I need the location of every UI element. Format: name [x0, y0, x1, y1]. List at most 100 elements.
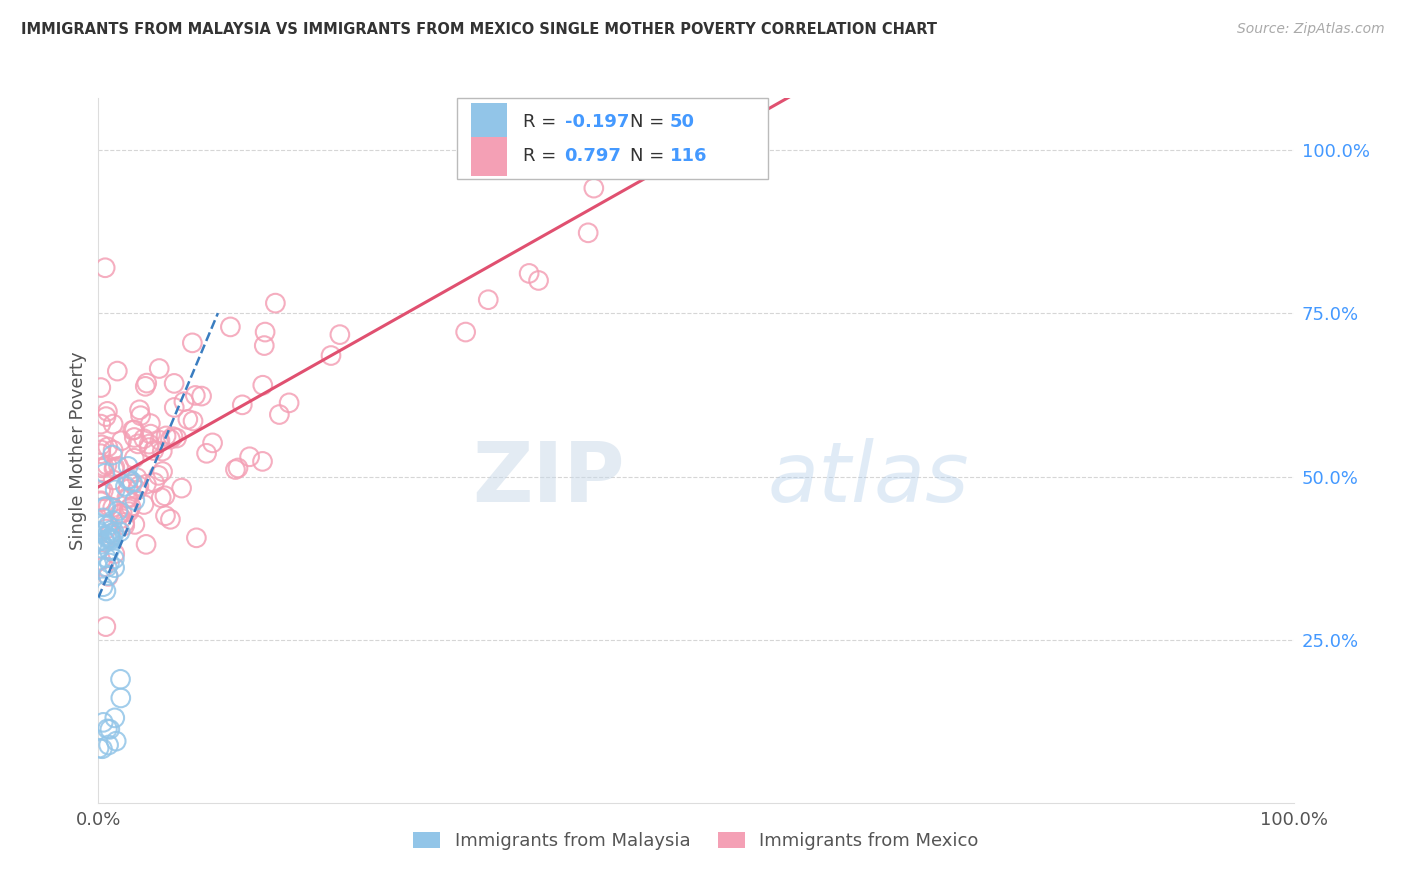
- Text: ZIP: ZIP: [472, 438, 624, 519]
- Point: [177, 412, 200, 426]
- Point: [108, 524, 131, 539]
- Point: [110, 673, 132, 687]
- Point: [114, 516, 136, 530]
- Point: [138, 437, 160, 451]
- Text: 50: 50: [669, 113, 695, 131]
- Point: [111, 511, 134, 525]
- Point: [254, 325, 277, 339]
- Point: [253, 338, 276, 352]
- Point: [139, 417, 162, 431]
- Point: [219, 319, 242, 334]
- Point: [143, 475, 166, 490]
- Point: [97, 532, 120, 546]
- Point: [103, 462, 125, 476]
- Point: [94, 260, 117, 275]
- Point: [103, 473, 125, 487]
- Point: [91, 483, 114, 498]
- Point: [166, 431, 188, 445]
- Text: Source: ZipAtlas.com: Source: ZipAtlas.com: [1237, 22, 1385, 37]
- Point: [97, 569, 120, 583]
- Point: [103, 528, 125, 542]
- Text: R =: R =: [523, 147, 561, 166]
- Point: [142, 443, 165, 458]
- Point: [477, 293, 499, 307]
- Point: [134, 379, 156, 393]
- Point: [186, 531, 208, 545]
- Point: [517, 267, 540, 281]
- Point: [239, 450, 262, 464]
- Point: [94, 467, 117, 481]
- Point: [87, 524, 110, 539]
- Point: [91, 715, 114, 730]
- Point: [118, 502, 141, 516]
- Text: -0.197: -0.197: [565, 113, 628, 131]
- Point: [93, 500, 115, 514]
- Point: [124, 423, 146, 437]
- Point: [91, 580, 114, 594]
- Point: [101, 514, 124, 528]
- Point: [100, 533, 122, 547]
- Point: [190, 389, 212, 403]
- Point: [114, 518, 136, 533]
- Y-axis label: Single Mother Poverty: Single Mother Poverty: [69, 351, 87, 549]
- Point: [117, 491, 139, 506]
- Point: [149, 434, 172, 448]
- Text: 0.797: 0.797: [565, 147, 621, 166]
- Point: [150, 444, 173, 458]
- Point: [669, 130, 692, 145]
- Point: [132, 432, 155, 446]
- Point: [105, 734, 128, 748]
- Point: [93, 560, 115, 574]
- Point: [121, 475, 143, 489]
- Point: [683, 130, 706, 145]
- Point: [138, 441, 160, 455]
- Legend: Immigrants from Malaysia, Immigrants from Mexico: Immigrants from Malaysia, Immigrants fro…: [406, 824, 986, 857]
- Point: [264, 296, 287, 310]
- Point: [319, 349, 342, 363]
- Point: [89, 541, 111, 555]
- Point: [91, 461, 114, 475]
- Point: [100, 524, 122, 538]
- Point: [97, 440, 120, 454]
- Point: [87, 741, 110, 756]
- Text: IMMIGRANTS FROM MALAYSIA VS IMMIGRANTS FROM MEXICO SINGLE MOTHER POVERTY CORRELA: IMMIGRANTS FROM MALAYSIA VS IMMIGRANTS F…: [21, 22, 936, 37]
- Point: [114, 479, 136, 493]
- Point: [170, 481, 193, 495]
- Point: [128, 402, 150, 417]
- FancyBboxPatch shape: [471, 137, 508, 176]
- Point: [148, 468, 170, 483]
- Point: [94, 584, 117, 599]
- Point: [90, 493, 112, 508]
- Point: [96, 522, 118, 536]
- Point: [163, 376, 186, 391]
- Point: [90, 495, 112, 509]
- Point: [97, 518, 120, 533]
- FancyBboxPatch shape: [471, 103, 508, 142]
- Point: [153, 489, 176, 503]
- Point: [96, 722, 118, 736]
- Point: [90, 447, 112, 461]
- Point: [155, 508, 177, 523]
- Point: [104, 460, 127, 475]
- Point: [100, 532, 122, 546]
- Point: [516, 138, 538, 153]
- Point: [103, 524, 125, 539]
- Point: [124, 517, 146, 532]
- Point: [576, 226, 599, 240]
- Point: [152, 465, 174, 479]
- Point: [98, 723, 121, 737]
- Point: [97, 499, 120, 513]
- Point: [110, 690, 132, 705]
- Point: [101, 448, 124, 462]
- Point: [252, 378, 274, 392]
- Point: [108, 508, 131, 522]
- Point: [98, 531, 121, 545]
- Point: [90, 442, 112, 457]
- Point: [181, 414, 204, 428]
- Point: [150, 491, 173, 505]
- Point: [269, 408, 291, 422]
- Point: [117, 482, 139, 496]
- Point: [201, 436, 224, 450]
- Point: [120, 500, 142, 514]
- Point: [93, 459, 115, 474]
